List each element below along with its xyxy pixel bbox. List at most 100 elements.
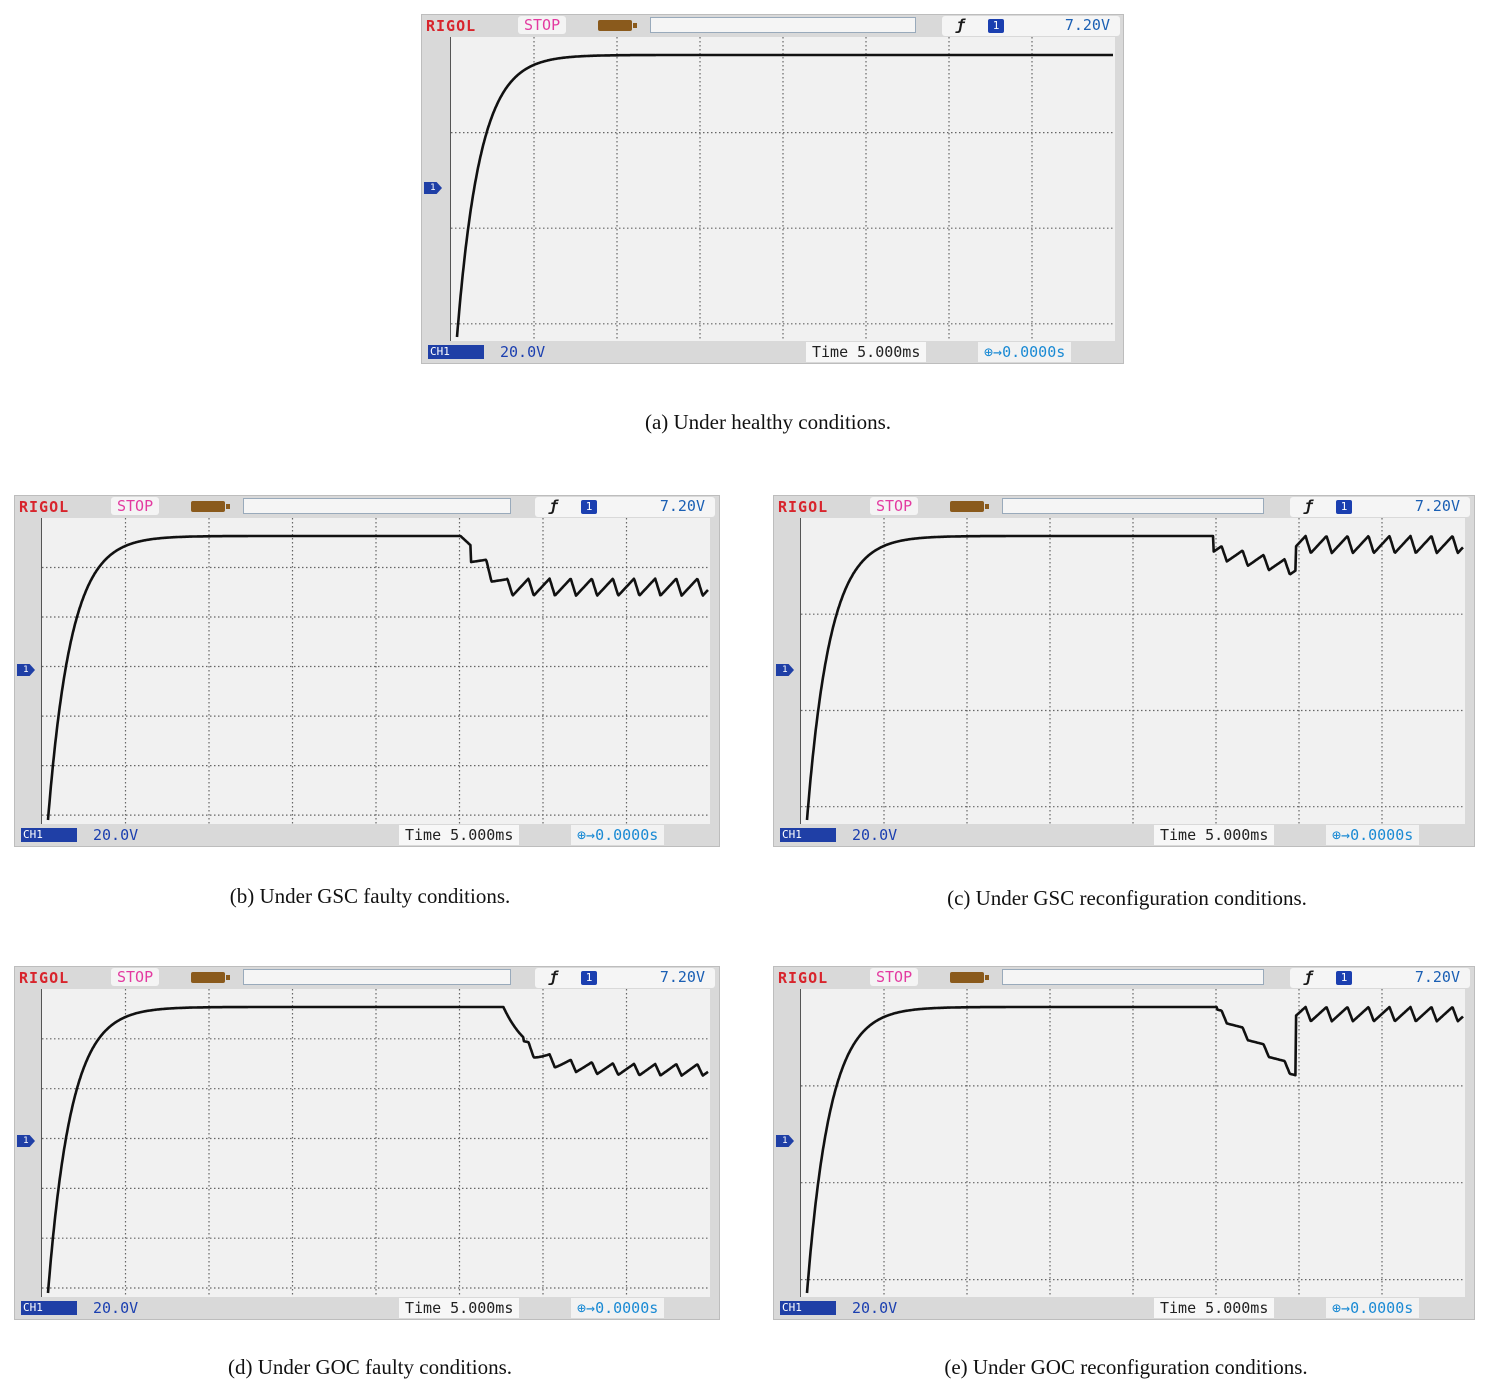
waveform-plot	[42, 518, 710, 824]
brand-label: RIGOL	[778, 969, 829, 987]
volts-per-div: 20.0V	[852, 1299, 898, 1317]
waveform-trace	[805, 534, 1464, 821]
trigger-offset: ⊕→0.0000s	[978, 342, 1072, 362]
trigger-level: 7.20V	[1414, 497, 1460, 515]
graticule	[42, 989, 710, 1297]
memory-depth-bar	[650, 17, 916, 33]
timebase: Time 5.000ms	[399, 1298, 520, 1318]
trigger-panel: ƒ 1 7.20V	[535, 497, 715, 517]
scope-footer: CH1 20.0V Time 5.000ms ⊕→0.0000s	[422, 341, 1123, 363]
battery-icon	[598, 20, 637, 31]
run-status: STOP	[870, 497, 919, 515]
volts-per-div: 20.0V	[93, 1299, 139, 1317]
graticule	[451, 37, 1115, 341]
trigger-offset: ⊕→0.0000s	[571, 825, 665, 845]
volts-per-div: 20.0V	[852, 826, 898, 844]
volts-per-div: 20.0V	[500, 343, 546, 361]
run-status: STOP	[870, 968, 919, 986]
run-status: STOP	[111, 968, 160, 986]
waveform-screen	[41, 989, 710, 1297]
brand-label: RIGOL	[19, 498, 70, 516]
battery-icon	[950, 972, 989, 983]
scope-panel-d: RIGOL STOP ƒ 1 7.20V 1 CH1 20.0V Time 5.…	[14, 966, 720, 1320]
scope-panel-e: RIGOL STOP ƒ 1 7.20V 1 CH1 20.0V Time 5.…	[773, 966, 1475, 1320]
trigger-level: 7.20V	[659, 968, 705, 986]
battery-icon	[191, 501, 230, 512]
trigger-offset: ⊕→0.0000s	[571, 1298, 665, 1318]
trigger-panel: ƒ 1 7.20V	[1290, 968, 1470, 988]
channel-badge: CH1	[780, 828, 836, 842]
trigger-offset-value: 0.0000s	[595, 1299, 659, 1317]
waveform-plot	[451, 37, 1115, 341]
channel-level-marker: 1	[424, 182, 442, 194]
battery-icon	[191, 972, 230, 983]
waveform-plot	[801, 989, 1465, 1297]
waveform-trace	[46, 1005, 709, 1294]
trigger-source-icon: 1	[581, 971, 597, 985]
waveform-screen	[450, 37, 1115, 341]
trigger-level: 7.20V	[1414, 968, 1460, 986]
rising-edge-icon: ƒ	[549, 968, 559, 986]
scope-footer: CH1 20.0V Time 5.000ms ⊕→0.0000s	[774, 824, 1474, 846]
caption-b: (b) Under GSC faulty conditions.	[229, 884, 511, 908]
waveform-plot	[42, 989, 710, 1297]
scope-footer: CH1 20.0V Time 5.000ms ⊕→0.0000s	[15, 824, 719, 846]
caption-d: (d) Under GOC faulty conditions.	[227, 1355, 513, 1379]
scope-header: RIGOL STOP ƒ 1 7.20V	[15, 967, 719, 989]
battery-icon	[950, 501, 989, 512]
waveform-trace	[805, 1005, 1464, 1294]
scope-footer: CH1 20.0V Time 5.000ms ⊕→0.0000s	[15, 1297, 719, 1319]
trigger-offset-value: 0.0000s	[1350, 1299, 1414, 1317]
timebase: Time 5.000ms	[1154, 1298, 1275, 1318]
trigger-offset: ⊕→0.0000s	[1326, 825, 1420, 845]
scope-header: RIGOL STOP ƒ 1 7.20V	[774, 496, 1474, 518]
trigger-panel: ƒ 1 7.20V	[942, 16, 1120, 36]
graticule	[801, 989, 1465, 1297]
scope-footer: CH1 20.0V Time 5.000ms ⊕→0.0000s	[774, 1297, 1474, 1319]
trigger-level: 7.20V	[659, 497, 705, 515]
waveform-trace	[455, 53, 1114, 338]
channel-badge: CH1	[21, 1301, 77, 1315]
channel-level-marker: 1	[17, 1135, 35, 1147]
rising-edge-icon: ƒ	[956, 16, 966, 34]
trigger-source-icon: 1	[1336, 971, 1352, 985]
scope-panel-c: RIGOL STOP ƒ 1 7.20V 1 CH1 20.0V Time 5.…	[773, 495, 1475, 847]
rising-edge-icon: ƒ	[1304, 968, 1314, 986]
waveform-screen	[800, 518, 1465, 824]
graticule	[801, 518, 1465, 824]
memory-depth-bar	[1002, 498, 1264, 514]
rising-edge-icon: ƒ	[1304, 497, 1314, 515]
trigger-source-icon: 1	[1336, 500, 1352, 514]
channel-badge: CH1	[428, 345, 484, 359]
trigger-source-icon: 1	[581, 500, 597, 514]
caption-a: (a) Under healthy conditions.	[644, 410, 892, 434]
timebase: Time 5.000ms	[399, 825, 520, 845]
channel-level-marker: 1	[776, 664, 794, 676]
scope-panel-b: RIGOL STOP ƒ 1 7.20V 1 CH1 20.0V Time 5.…	[14, 495, 720, 847]
waveform-trace	[46, 534, 709, 821]
graticule	[42, 518, 710, 824]
trigger-offset-value: 0.0000s	[1002, 343, 1066, 361]
timebase: Time 5.000ms	[1154, 825, 1275, 845]
channel-level-marker: 1	[776, 1135, 794, 1147]
run-status: STOP	[518, 16, 567, 34]
caption-e: (e) Under GOC reconfiguration conditions…	[944, 1355, 1308, 1379]
trigger-panel: ƒ 1 7.20V	[1290, 497, 1470, 517]
trigger-panel: ƒ 1 7.20V	[535, 968, 715, 988]
memory-depth-bar	[243, 969, 511, 985]
brand-label: RIGOL	[426, 17, 477, 35]
trigger-offset-value: 0.0000s	[1350, 826, 1414, 844]
scope-header: RIGOL STOP ƒ 1 7.20V	[15, 496, 719, 518]
trigger-offset-value: 0.0000s	[595, 826, 659, 844]
scope-header: RIGOL STOP ƒ 1 7.20V	[774, 967, 1474, 989]
rising-edge-icon: ƒ	[549, 497, 559, 515]
memory-depth-bar	[1002, 969, 1264, 985]
channel-level-marker: 1	[17, 664, 35, 676]
scope-header: RIGOL STOP ƒ 1 7.20V	[422, 15, 1123, 37]
waveform-screen	[41, 518, 710, 824]
channel-badge: CH1	[21, 828, 77, 842]
waveform-screen	[800, 989, 1465, 1297]
volts-per-div: 20.0V	[93, 826, 139, 844]
timebase: Time 5.000ms	[806, 342, 927, 362]
waveform-plot	[801, 518, 1465, 824]
